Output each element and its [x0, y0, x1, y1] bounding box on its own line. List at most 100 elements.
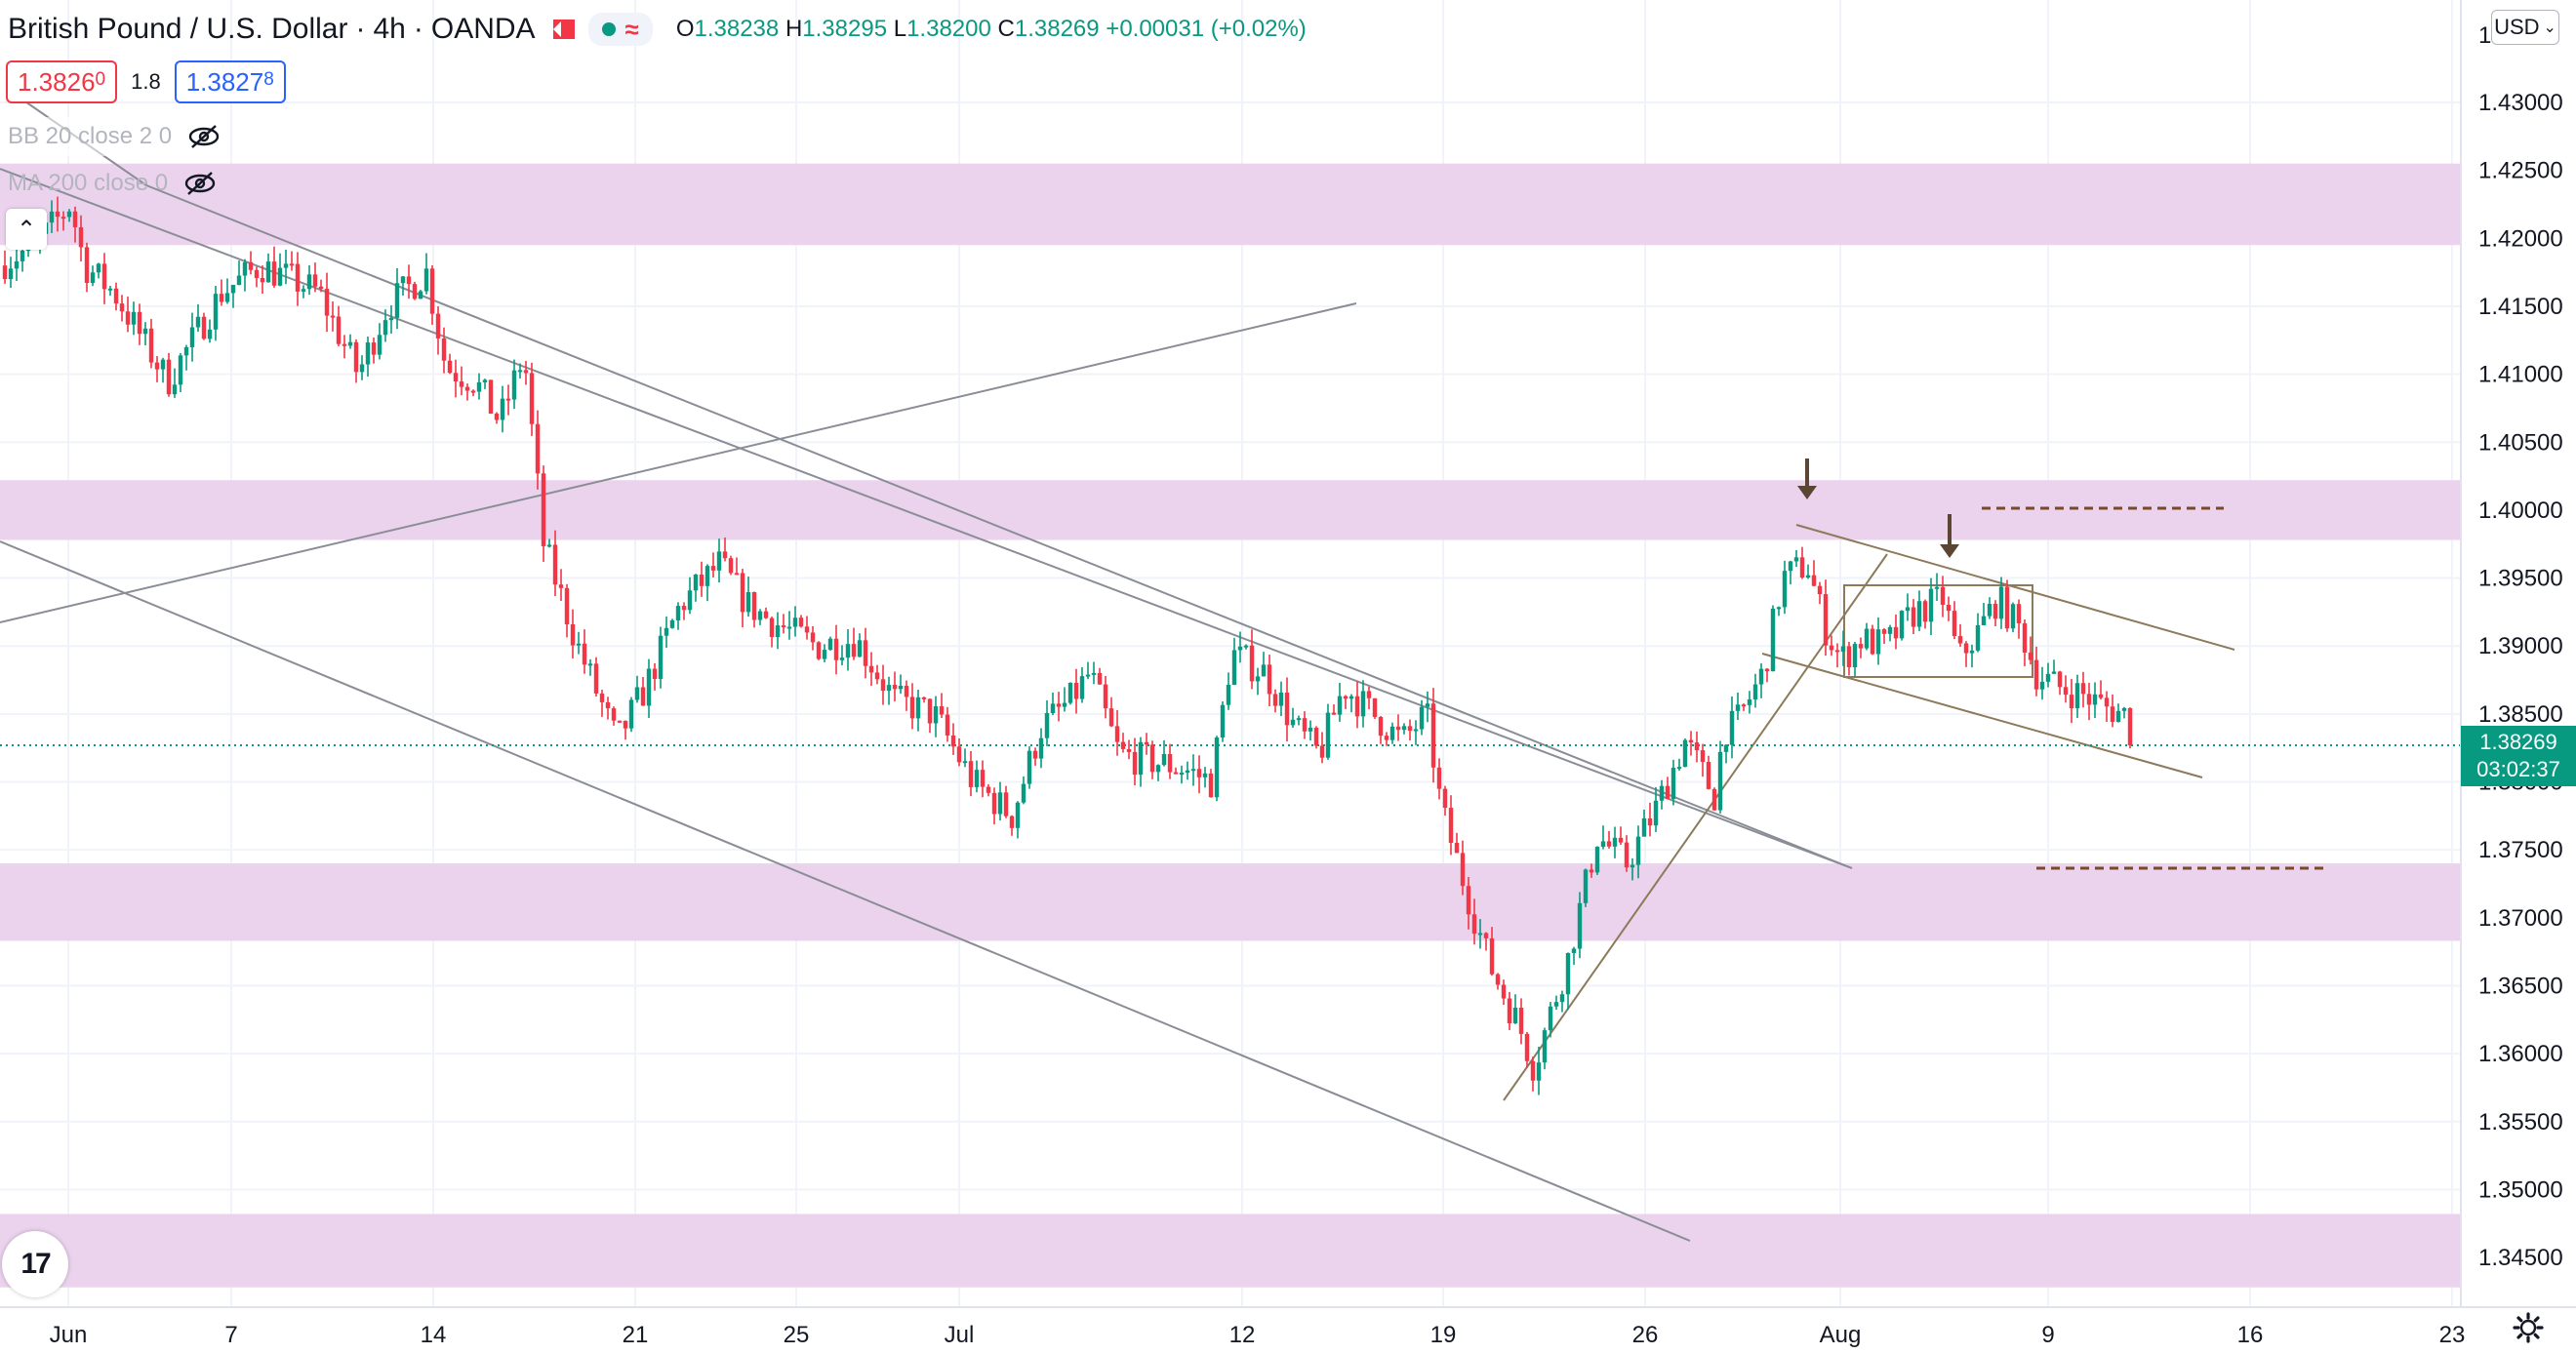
- candle-body: [2022, 622, 2028, 653]
- drawing-overlays[interactable]: [1797, 458, 1959, 558]
- candle-body: [78, 226, 84, 248]
- candle-body: [148, 328, 154, 363]
- candle-body: [593, 663, 599, 694]
- candle-body: [1202, 773, 1208, 777]
- trend-line: [0, 540, 1691, 1242]
- buy-price-button[interactable]: 1.3827 8: [174, 60, 286, 103]
- sell-price-main: 1.3826: [18, 66, 96, 97]
- price-tick-label: 1.42500: [2478, 158, 2563, 184]
- candle-body: [1747, 699, 1752, 705]
- currency-selector[interactable]: USD ⌄: [2491, 10, 2559, 45]
- candle-body: [781, 625, 786, 628]
- candle-body: [1940, 586, 1946, 606]
- interval-label[interactable]: 4h: [373, 13, 406, 45]
- candle-body: [628, 699, 634, 729]
- candle-body: [1056, 703, 1062, 707]
- candle-body: [1021, 783, 1026, 803]
- candle-body: [359, 364, 365, 373]
- indicator-label: BB 20 close 2 0: [8, 123, 173, 149]
- candle-body: [599, 693, 605, 702]
- candle-body: [271, 261, 277, 286]
- candle-body: [1196, 769, 1202, 777]
- candle-body: [201, 316, 207, 339]
- price-zone: [0, 480, 2461, 540]
- gear-icon[interactable]: [2512, 1311, 2545, 1344]
- price-axis[interactable]: 1 1.43000 1.42500 1.42000 1.41500 1.41000 1.40…: [2478, 22, 2563, 1271]
- candle-body: [1893, 626, 1899, 639]
- waves-icon: ≈: [624, 14, 639, 44]
- collapse-legend-button[interactable]: ⌃: [6, 209, 47, 250]
- candle-body: [558, 584, 564, 588]
- candle-body: [611, 708, 617, 721]
- candle-body: [1963, 643, 1969, 654]
- price-tick-label: 1.36000: [2478, 1041, 2563, 1067]
- candle-body: [541, 473, 546, 546]
- candle-body: [1401, 726, 1407, 731]
- candle-body: [945, 714, 950, 736]
- candle-body: [582, 643, 587, 665]
- indicator-moving-average[interactable]: MA 200 close 0: [0, 164, 224, 203]
- candle-body: [2051, 671, 2057, 674]
- candle-body: [1489, 937, 1495, 975]
- candle-body: [1829, 645, 1834, 651]
- symbol-title[interactable]: British Pound / U.S. Dollar: [8, 13, 348, 45]
- candle-body: [236, 275, 242, 286]
- candle-body: [1536, 1062, 1542, 1081]
- candle-body: [453, 373, 459, 382]
- candle-body: [1155, 765, 1161, 773]
- candle-body: [1073, 682, 1079, 699]
- candle-body: [1448, 808, 1454, 843]
- candle-body: [260, 277, 265, 283]
- candle-body: [406, 276, 412, 285]
- candle-body: [704, 566, 710, 586]
- tradingview-logo[interactable]: 17: [2, 1231, 68, 1297]
- candle-body: [669, 619, 675, 628]
- candle-body: [1764, 668, 1770, 672]
- candle-body: [2028, 652, 2033, 660]
- candle-body: [792, 617, 798, 627]
- low-label: L: [893, 16, 907, 42]
- sell-price-button[interactable]: 1.3826 0: [6, 60, 118, 103]
- candle-body: [336, 316, 342, 344]
- candle-body: [1103, 684, 1108, 709]
- eye-crossed-icon[interactable]: [187, 123, 221, 150]
- market-open-dot-icon: [601, 22, 616, 36]
- market-status-pill[interactable]: ≈: [587, 13, 653, 46]
- candle-body: [1436, 767, 1442, 789]
- candle-body: [154, 362, 160, 370]
- candle-body: [517, 370, 523, 373]
- candle-body: [1226, 685, 1231, 705]
- candle-body: [1688, 739, 1694, 743]
- open-label: O: [675, 16, 695, 42]
- candle-body: [1752, 684, 1758, 700]
- candle-body: [1237, 646, 1243, 651]
- candle-body: [827, 638, 833, 651]
- candle-body: [1167, 753, 1173, 773]
- candle-body: [1887, 626, 1893, 634]
- candle-body: [2016, 604, 2022, 623]
- candle-body: [96, 263, 101, 273]
- candle-body: [1729, 710, 1735, 745]
- candle-body: [125, 311, 131, 325]
- candle-body: [710, 566, 716, 571]
- candle-body: [224, 293, 230, 302]
- candle-body: [435, 313, 441, 338]
- candle-body: [845, 644, 851, 658]
- candle-body: [2045, 673, 2051, 682]
- candle-body: [1395, 726, 1401, 731]
- candle-body: [1741, 704, 1747, 707]
- candle-body: [1928, 588, 1934, 622]
- candle-body: [1255, 676, 1261, 682]
- eye-crossed-icon[interactable]: [183, 170, 217, 197]
- price-tick-label: 1.35000: [2478, 1176, 2563, 1203]
- indicator-bollinger[interactable]: BB 20 close 2 0: [0, 117, 229, 156]
- candle-body: [1284, 692, 1290, 726]
- trend-lines[interactable]: [0, 97, 2461, 1242]
- candle-body: [113, 288, 119, 304]
- candle-body: [1530, 1060, 1536, 1081]
- flag-icon[interactable]: [552, 20, 575, 39]
- candle-body: [1992, 603, 1998, 619]
- time-axis[interactable]: Jun 7 14 21 25 Jul 12 19 26 Aug 9 16 23: [50, 1322, 2466, 1348]
